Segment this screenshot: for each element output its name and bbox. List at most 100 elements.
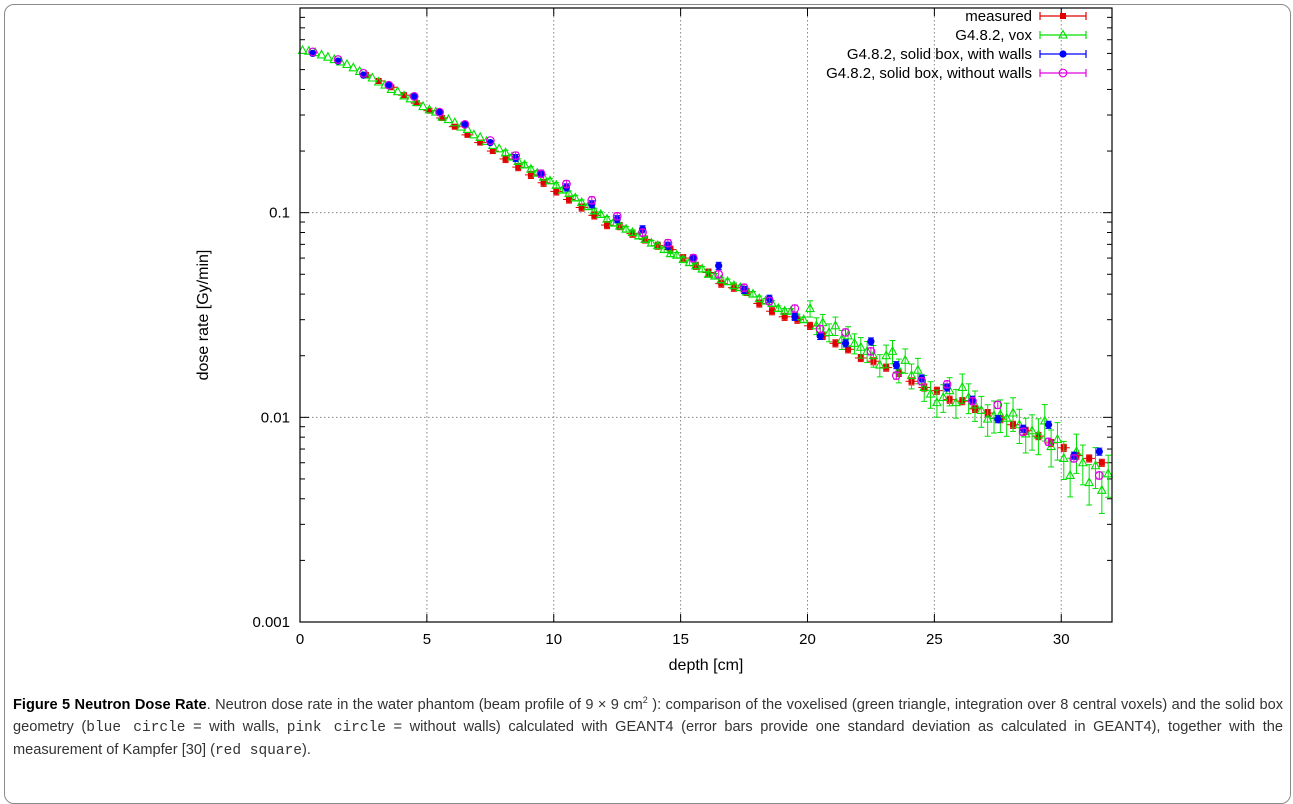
data-point bbox=[399, 90, 409, 100]
data-point bbox=[678, 253, 689, 264]
data-point bbox=[881, 350, 892, 360]
data-point bbox=[906, 369, 917, 380]
data-point bbox=[502, 155, 509, 162]
data-point bbox=[614, 220, 625, 230]
data-point bbox=[703, 268, 714, 278]
data-point bbox=[494, 143, 505, 153]
legend-marker bbox=[1060, 13, 1066, 19]
data-point bbox=[715, 262, 723, 270]
data-point bbox=[1095, 448, 1103, 456]
data-point bbox=[900, 354, 911, 364]
data-point bbox=[994, 415, 1002, 423]
data-point bbox=[591, 212, 598, 219]
data-point bbox=[1069, 454, 1079, 463]
data-point bbox=[489, 148, 496, 155]
data-point bbox=[1027, 425, 1037, 435]
data-point bbox=[373, 76, 384, 86]
data-point bbox=[545, 175, 555, 185]
data-point bbox=[843, 330, 854, 340]
data-point bbox=[443, 113, 454, 124]
x-tick-label: 0 bbox=[296, 631, 304, 648]
data-point bbox=[1008, 407, 1018, 417]
data-point bbox=[392, 86, 403, 96]
data-point bbox=[384, 80, 394, 90]
data-point bbox=[1058, 452, 1069, 462]
data-point bbox=[957, 381, 968, 391]
data-point bbox=[511, 151, 521, 161]
data-point bbox=[938, 391, 949, 402]
data-point bbox=[638, 228, 647, 237]
data-point bbox=[781, 313, 788, 320]
data-point bbox=[887, 345, 898, 355]
data-point bbox=[468, 129, 479, 139]
x-axis-label: depth [cm] bbox=[669, 657, 744, 674]
data-point bbox=[1086, 455, 1093, 462]
data-point bbox=[807, 322, 814, 329]
caption-text-5: ). bbox=[301, 742, 311, 758]
data-point bbox=[439, 115, 446, 122]
y-tick-label: 0.001 bbox=[252, 614, 290, 631]
data-point bbox=[765, 296, 774, 306]
data-point bbox=[595, 208, 606, 219]
data-point bbox=[855, 341, 866, 351]
data-point bbox=[477, 139, 484, 146]
data-point bbox=[718, 280, 725, 287]
data-point bbox=[891, 371, 901, 380]
series-1 bbox=[297, 44, 1114, 514]
data-point bbox=[1103, 468, 1114, 478]
x-tick-label: 30 bbox=[1053, 631, 1070, 648]
data-point bbox=[527, 171, 534, 178]
y-tick-label: 0.01 bbox=[261, 409, 290, 426]
data-point bbox=[565, 196, 572, 203]
data-point bbox=[449, 117, 460, 127]
caption-code-red-square: red square bbox=[214, 743, 302, 759]
data-point bbox=[892, 361, 900, 369]
x-tick-label: 5 bbox=[423, 631, 431, 648]
data-point bbox=[536, 169, 546, 179]
data-point bbox=[435, 108, 444, 116]
caption-text-3: = with walls, bbox=[185, 719, 287, 735]
data-point bbox=[461, 120, 469, 128]
data-point bbox=[587, 195, 597, 205]
data-point bbox=[942, 379, 952, 389]
data-point bbox=[562, 179, 571, 189]
x-tick-label: 20 bbox=[799, 631, 816, 648]
data-point bbox=[1039, 415, 1050, 425]
data-point bbox=[951, 396, 961, 407]
data-point bbox=[359, 68, 368, 78]
data-point bbox=[1052, 433, 1063, 443]
data-point bbox=[385, 81, 393, 89]
data-point bbox=[824, 326, 834, 336]
data-point bbox=[841, 339, 850, 347]
data-point bbox=[627, 226, 638, 237]
data-point bbox=[815, 324, 825, 334]
data-point bbox=[663, 238, 673, 248]
caption-code-blue-circle: blue circle bbox=[86, 720, 186, 736]
data-point bbox=[931, 396, 942, 407]
data-point bbox=[485, 136, 495, 145]
data-point bbox=[435, 107, 444, 117]
data-point bbox=[1065, 469, 1076, 480]
data-point bbox=[968, 396, 977, 406]
x-tick-label: 10 bbox=[545, 631, 562, 648]
data-point bbox=[849, 337, 860, 347]
data-point bbox=[1090, 460, 1101, 470]
data-point bbox=[754, 293, 765, 303]
data-point bbox=[316, 49, 327, 59]
data-point bbox=[790, 304, 800, 313]
data-point bbox=[1044, 421, 1053, 429]
data-point bbox=[633, 230, 644, 240]
data-point bbox=[714, 269, 724, 279]
data-point bbox=[460, 119, 470, 129]
caption-figure-label: Figure 5 Neutron Dose Rate bbox=[13, 697, 207, 713]
data-point bbox=[779, 305, 790, 315]
data-point bbox=[862, 345, 873, 355]
data-point bbox=[604, 222, 611, 229]
data-point bbox=[1077, 457, 1088, 467]
data-point bbox=[621, 223, 631, 233]
data-point bbox=[756, 300, 763, 307]
plot-border bbox=[299, 7, 1113, 623]
data-point bbox=[576, 196, 587, 207]
data-point bbox=[1098, 459, 1105, 466]
data-point bbox=[589, 205, 600, 215]
